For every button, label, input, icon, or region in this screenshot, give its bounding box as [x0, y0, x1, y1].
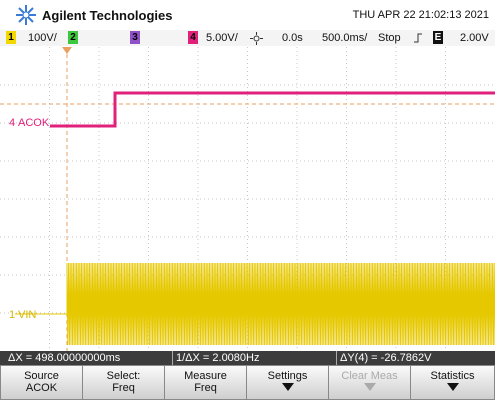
separator: [336, 351, 337, 365]
key-text: Select:: [106, 370, 141, 382]
trigger-marker: [62, 47, 72, 54]
brand: Agilent Technologies: [42, 8, 173, 23]
vin-trace: [15, 262, 495, 346]
key-text: Clear Meas: [341, 370, 398, 382]
delay: 0.0s: [282, 32, 303, 44]
trigger-source[interactable]: E: [433, 31, 443, 44]
status-bar: 1 100V/ 2 3 4 5.00V/ 0.0s 500.0ms/ Stop …: [0, 30, 495, 46]
key-text: Measure: [184, 370, 227, 382]
trace-label: ACOK: [18, 117, 50, 129]
datetime: THU APR 22 21:02:13 2021: [352, 9, 489, 21]
ch4-scale: 5.00V/: [206, 32, 238, 44]
measurement-bar: ΔX = 498.00000000ms 1/ΔX = 2.0080Hz ΔY(4…: [0, 351, 495, 365]
delta-x: ΔX = 498.00000000ms: [8, 352, 121, 364]
softkey[interactable]: Settings: [247, 366, 328, 399]
acok-trace: [50, 91, 495, 128]
key-text: Statistics: [430, 370, 475, 382]
trigger-icon: [414, 33, 422, 43]
ch2-box[interactable]: 2: [68, 31, 78, 44]
softkey[interactable]: Source ACOK: [1, 366, 82, 399]
header: Agilent Technologies THU APR 22 21:02:13…: [0, 0, 495, 30]
inverse-delta-x: 1/ΔX = 2.0080Hz: [176, 352, 260, 364]
trigger-level: 2.00V: [460, 32, 489, 44]
key-text: Freq: [112, 382, 135, 394]
down-arrow: [281, 383, 294, 391]
ch1-scale: 100V/: [28, 32, 57, 44]
waveform-display: 4 ACOK 1 VIN: [0, 47, 495, 351]
softkey[interactable]: Select: Freq: [83, 366, 164, 399]
softkey-bar: Source ACOK Select: Freq Measure Freq Setti…: [0, 365, 495, 400]
down-arrow: [363, 383, 376, 391]
trace-label: VIN: [18, 309, 36, 321]
run-state: Stop: [378, 32, 401, 44]
softkey[interactable]: Measure Freq: [165, 366, 246, 399]
timebase: 500.0ms/: [322, 32, 368, 44]
ch1-box[interactable]: 1: [6, 31, 16, 44]
delta-y: ΔY(4) = -26.7862V: [340, 352, 432, 364]
key-text: Settings: [267, 370, 308, 382]
key-text: ACOK: [25, 382, 58, 394]
logo: [16, 5, 36, 25]
softkey[interactable]: Statistics: [411, 366, 494, 399]
trace-number: 1: [9, 309, 15, 321]
key-text: Source: [24, 370, 59, 382]
ch4-box[interactable]: 4: [188, 31, 198, 44]
delay-icon: [250, 32, 263, 45]
softkey[interactable]: Clear Meas: [329, 366, 410, 399]
trace-number: 4: [9, 117, 15, 129]
separator: [172, 351, 173, 365]
ch3-box[interactable]: 3: [130, 31, 140, 44]
down-arrow: [446, 383, 459, 391]
key-text: Freq: [194, 382, 217, 394]
